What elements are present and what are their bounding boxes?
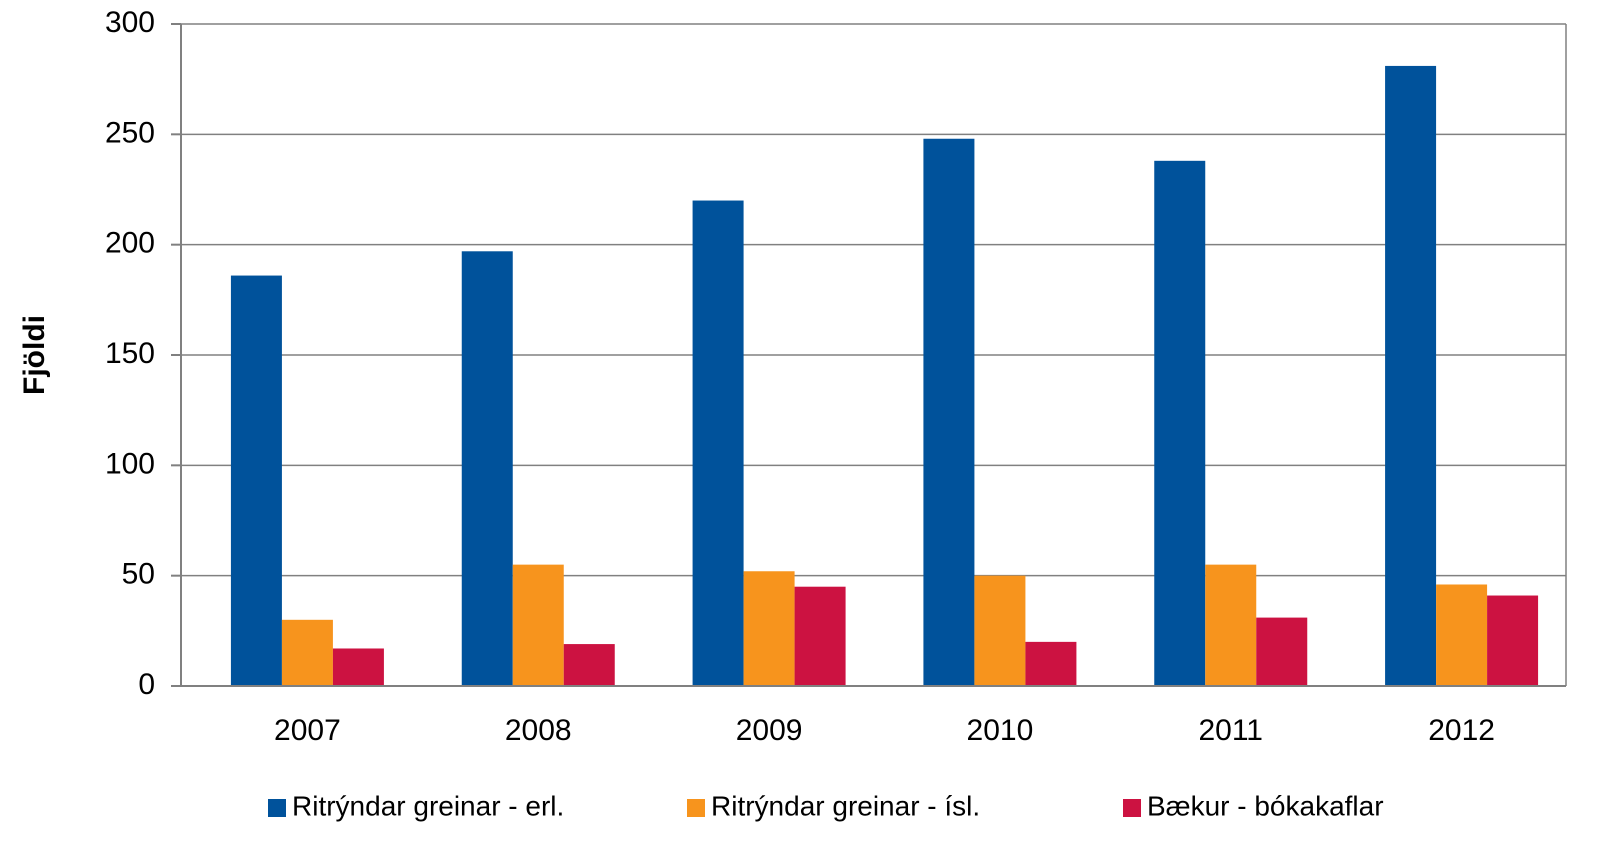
- y-tick-label: 50: [122, 558, 155, 591]
- legend-swatch: [1123, 799, 1141, 817]
- bar: [1205, 564, 1257, 686]
- legend-label: Ritrýndar greinar - ísl.: [711, 790, 980, 821]
- bar: [1256, 617, 1308, 686]
- legend-swatch: [687, 799, 705, 817]
- y-tick-label: 200: [105, 227, 155, 260]
- y-tick-label: 100: [105, 447, 155, 480]
- bar: [461, 251, 513, 686]
- bar: [1436, 584, 1488, 686]
- legend-label: Ritrýndar greinar - erl.: [292, 790, 564, 821]
- x-tick-label: 2007: [274, 714, 341, 747]
- bar: [692, 200, 744, 687]
- x-tick-label: 2012: [1428, 714, 1495, 747]
- y-tick-label: 0: [138, 668, 155, 701]
- legend-label: Bækur - bókakaflar: [1147, 790, 1384, 821]
- bar: [1385, 65, 1437, 687]
- legend-swatch: [268, 799, 286, 817]
- x-tick-label: 2008: [505, 714, 572, 747]
- bar: [230, 275, 282, 686]
- bar: [974, 575, 1026, 686]
- bar: [1487, 595, 1539, 686]
- y-tick-label: 150: [105, 337, 155, 370]
- y-axis-label: Fjöldi: [18, 315, 51, 395]
- y-tick-label: 250: [105, 116, 155, 149]
- y-tick-label: 300: [105, 6, 155, 39]
- bar: [281, 619, 333, 686]
- bar: [1025, 641, 1077, 686]
- x-tick-label: 2011: [1198, 714, 1263, 747]
- bar: [794, 586, 846, 686]
- x-tick-label: 2010: [967, 714, 1034, 747]
- bar: [743, 571, 795, 686]
- x-tick-label: 2009: [736, 714, 803, 747]
- bar: [923, 138, 975, 686]
- bar: [1154, 160, 1206, 686]
- bar: [512, 564, 564, 686]
- bar: [332, 648, 384, 686]
- bar: [563, 644, 615, 686]
